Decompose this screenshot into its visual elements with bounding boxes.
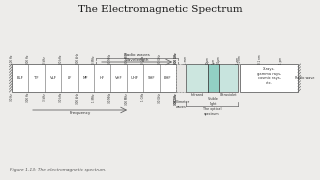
Bar [208,64,219,92]
Text: 10 nm: 10 nm [238,55,242,64]
Text: Wavelength: Wavelength [125,57,149,62]
Text: 300 GHz: 300 GHz [174,93,178,105]
Bar [219,64,238,92]
Text: 300 GHz: 300 GHz [174,93,178,105]
Text: X-rays,
gamma rays,
cosmic rays,
etc.: X-rays, gamma rays, cosmic rays, etc. [257,67,281,85]
Text: The optical
spectrum: The optical spectrum [203,107,221,116]
Text: 3 kHz: 3 kHz [43,93,47,101]
Text: 300 kHz: 300 kHz [76,53,80,64]
Text: Millimeter
waves: Millimeter waves [172,100,189,109]
Text: VLF: VLF [50,76,57,80]
Bar [186,64,238,92]
Text: Figure 1-13: The electromagnetic spectrum.: Figure 1-13: The electromagnetic spectru… [10,168,107,172]
Text: 300 Hz: 300 Hz [26,93,30,102]
Text: 30 MHz: 30 MHz [108,93,112,103]
Text: 300 MHz: 300 MHz [125,93,129,105]
Text: 1μm: 1μm [212,57,216,64]
Text: 300 GHz: 300 GHz [174,52,178,64]
Text: 300 kHz: 300 kHz [76,93,80,104]
Text: 1 GHz: 1 GHz [141,93,145,101]
Text: Visible
light: Visible light [208,97,219,106]
Text: 30 GHz: 30 GHz [157,93,162,103]
Text: 30 kHz: 30 kHz [59,54,63,64]
Bar [186,64,208,92]
Text: 1 mm: 1 mm [184,55,188,64]
Text: MF: MF [83,76,89,80]
Text: 30 kHz: 30 kHz [59,93,63,102]
Text: LF: LF [67,76,72,80]
Text: 0.1μm: 0.1μm [217,55,221,64]
Text: HF: HF [100,76,105,80]
Text: Infrared: Infrared [190,93,204,97]
Text: 300 MHz: 300 MHz [125,52,129,64]
Text: 30 GHz: 30 GHz [157,54,162,64]
Text: 10μm: 10μm [206,56,210,64]
Text: EHF: EHF [164,76,172,80]
Text: 3 kHz: 3 kHz [43,56,47,64]
Text: 0.1 nm: 0.1 nm [258,54,262,64]
Text: ELF: ELF [17,76,24,80]
Text: TF: TF [34,76,39,80]
Text: 1 MHz: 1 MHz [92,93,96,102]
Text: 300 GHz: 300 GHz [174,52,178,64]
Text: 30 Hz: 30 Hz [10,93,14,101]
Text: 1 pm: 1 pm [279,56,283,64]
Text: VHF: VHF [115,76,123,80]
Text: SHF: SHF [148,76,155,80]
Text: Ultraviolet: Ultraviolet [220,93,237,97]
Text: Radio wave: Radio wave [295,76,315,80]
Text: The Electromagnetic Spectrum: The Electromagnetic Spectrum [78,5,242,14]
Bar [176,64,186,92]
Text: Frequency: Frequency [69,111,91,115]
Text: 30 MHz: 30 MHz [108,53,112,64]
Text: UHF: UHF [131,76,139,80]
Bar [240,64,298,92]
Text: 3 MHz: 3 MHz [92,55,96,64]
Text: 300 Hz: 300 Hz [26,54,30,64]
Text: 1 nm: 1 nm [236,56,240,64]
Text: Radio waves: Radio waves [124,53,150,57]
Text: 100 Hz: 100 Hz [10,54,14,64]
Text: 3 GHz: 3 GHz [141,55,145,64]
Bar [12,64,176,92]
